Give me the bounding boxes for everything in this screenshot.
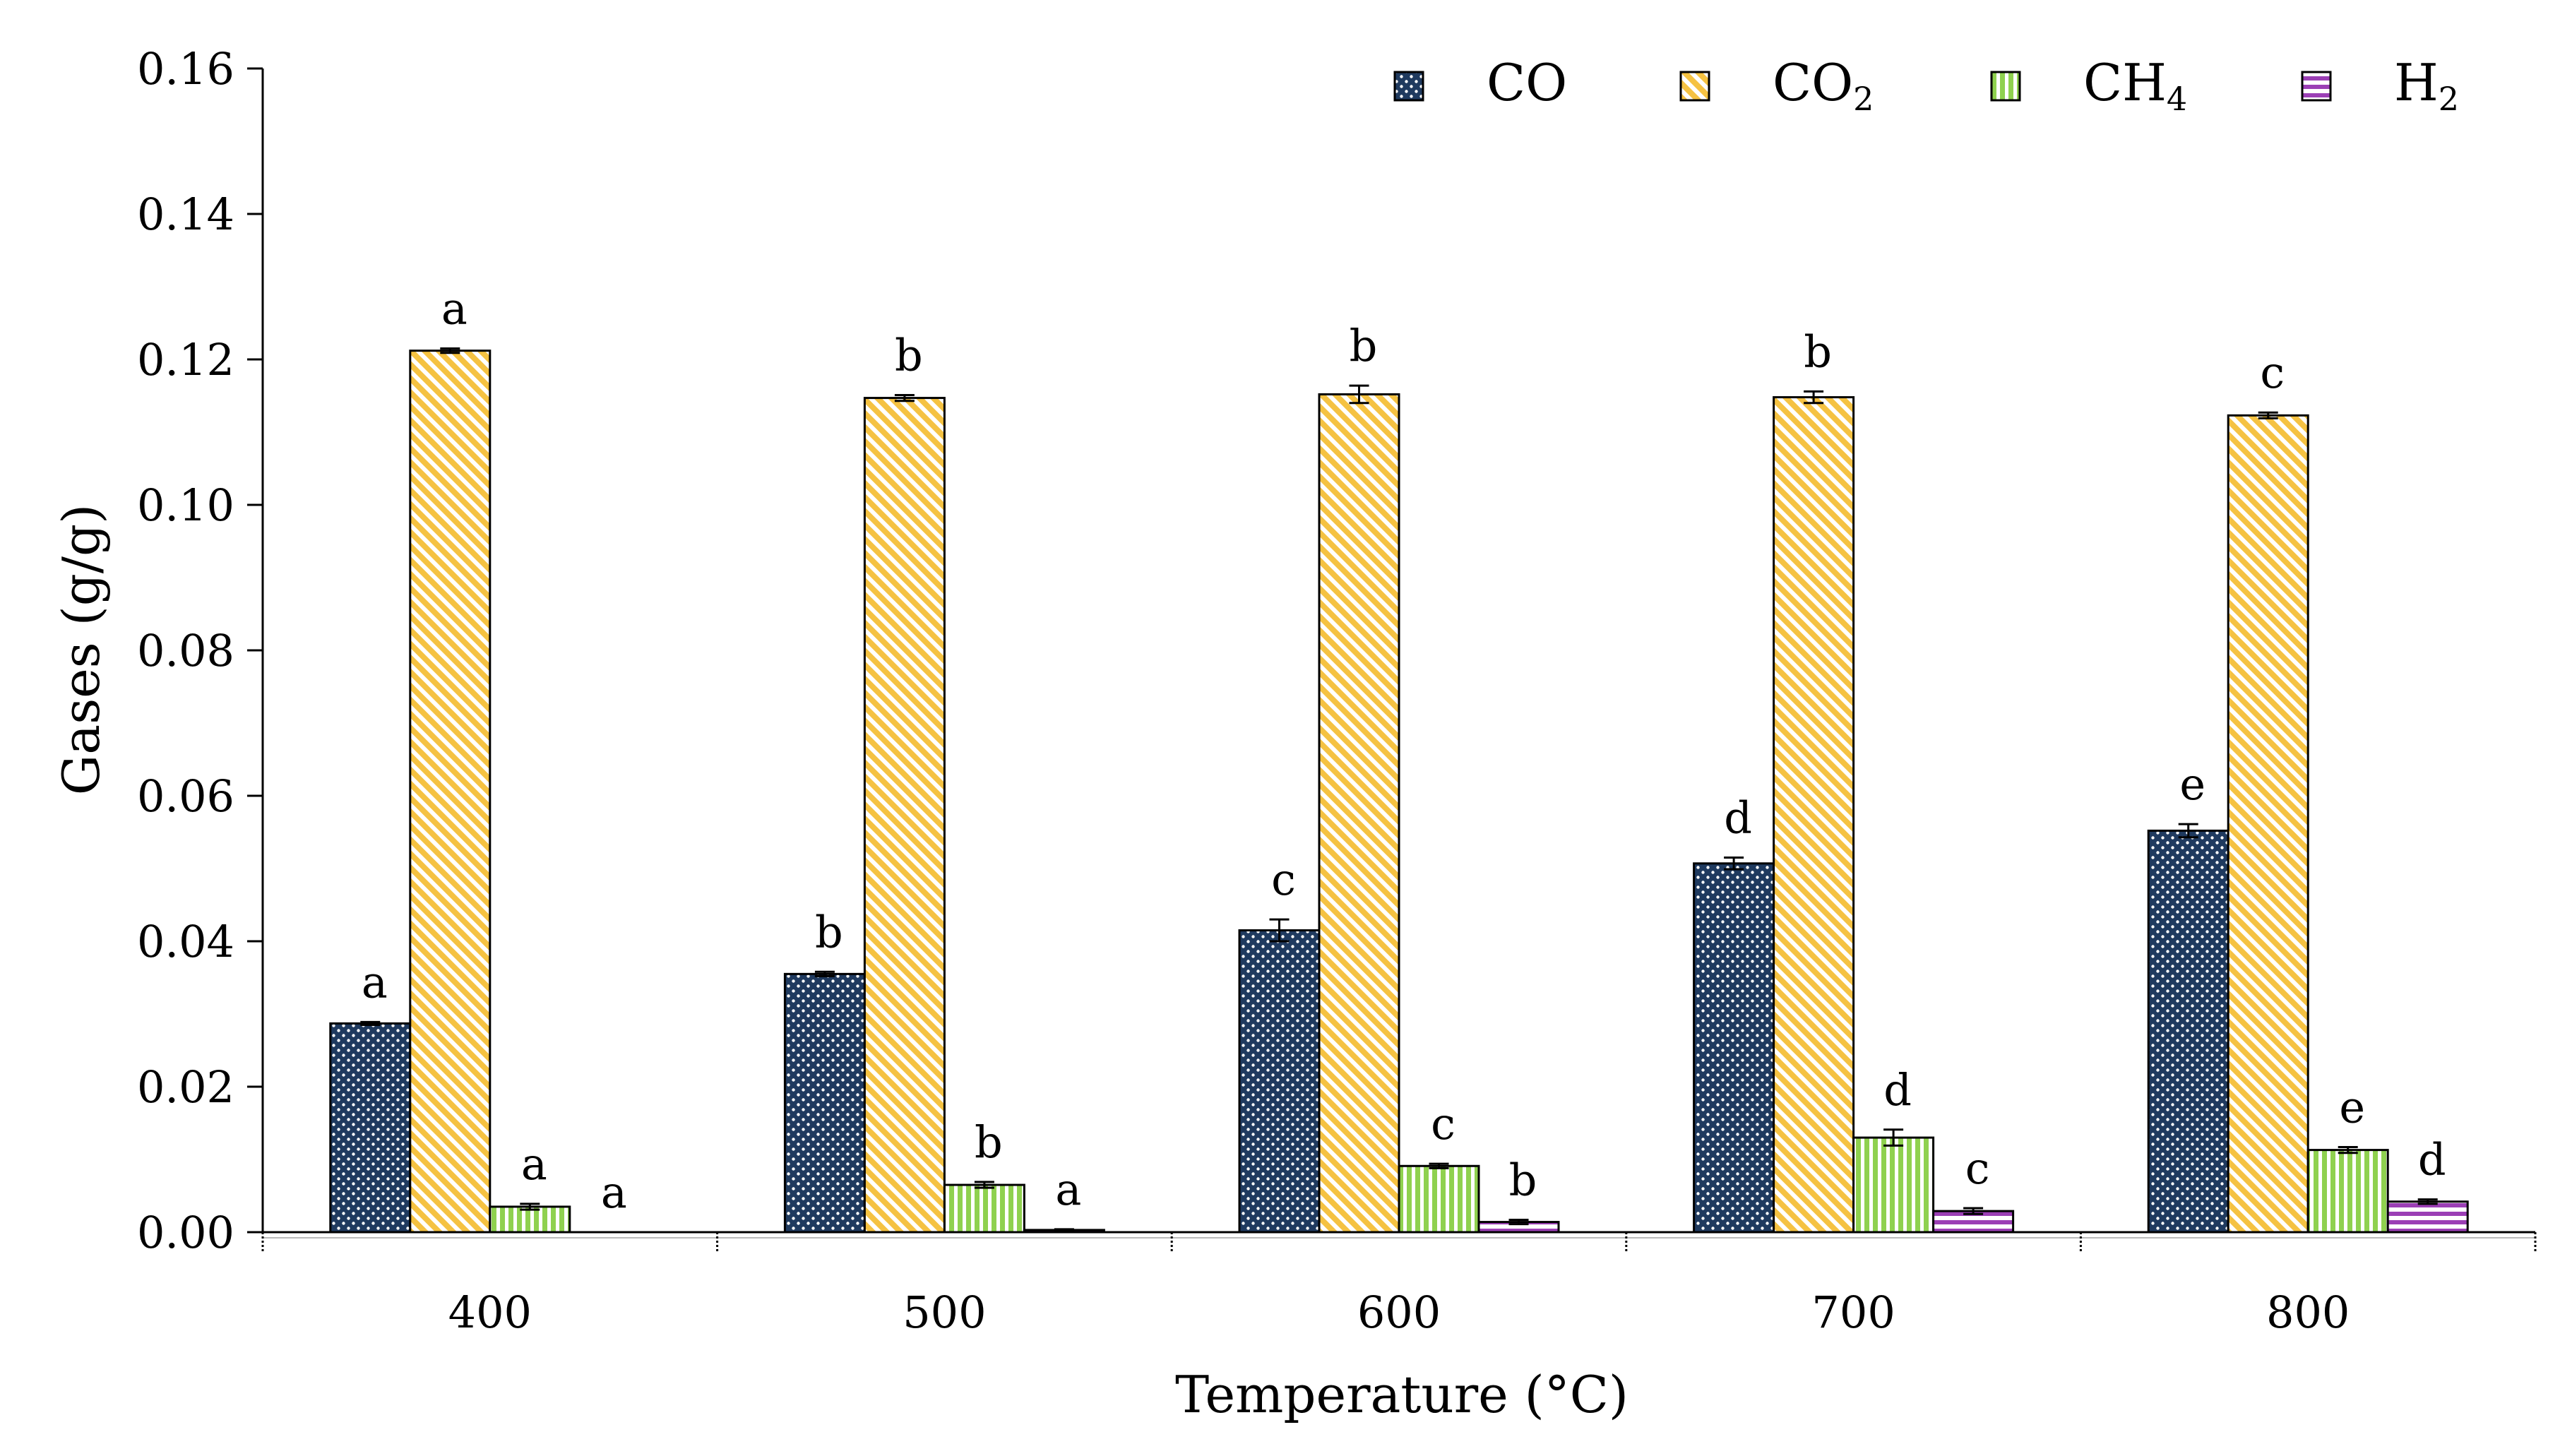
bar-co2-700 bbox=[1773, 396, 1855, 1234]
significance-letter: c bbox=[1965, 1142, 1990, 1194]
y-tick-label: 0.02 bbox=[137, 1061, 234, 1113]
bar-ch4-400 bbox=[489, 1205, 571, 1234]
legend-item-ch4: CH4 bbox=[1990, 53, 2187, 118]
bars bbox=[329, 350, 2469, 1234]
legend-swatch bbox=[2301, 71, 2332, 102]
bar-ch4-800 bbox=[2306, 1149, 2389, 1234]
y-tick-label: 0.06 bbox=[137, 770, 234, 822]
bar-ch4-600 bbox=[1398, 1164, 1480, 1234]
x-axis: 400 500 600 700 800 bbox=[261, 1231, 2537, 1338]
significance-letter: a bbox=[601, 1166, 627, 1218]
significance-letter: a bbox=[362, 956, 388, 1008]
significance-letter: a bbox=[521, 1138, 547, 1190]
x-tick-label: 800 bbox=[2266, 1287, 2350, 1338]
y-tick-label: 0.16 bbox=[137, 43, 234, 95]
y-axis: 0.00 0.02 0.04 0.06 0.08 0.10 0.12 0.14 0.16 bbox=[137, 43, 264, 1258]
significance-letter: a bbox=[441, 283, 468, 335]
bar-co2-400 bbox=[409, 350, 492, 1234]
x-axis-title: Temperature (°C) bbox=[1175, 1365, 1629, 1424]
legend-label: CO bbox=[1487, 53, 1567, 112]
y-tick-label: 0.04 bbox=[137, 916, 234, 967]
x-tick-label: 400 bbox=[448, 1287, 532, 1338]
bar-co2-500 bbox=[863, 397, 946, 1234]
significance-letter: d bbox=[2418, 1134, 2446, 1186]
y-axis-title: Gases (g/g) bbox=[52, 504, 111, 795]
significance-letter: b bbox=[815, 906, 843, 957]
y-tick-label: 0.08 bbox=[137, 625, 234, 676]
significance-letter: b bbox=[975, 1116, 1003, 1168]
significance-letter: b bbox=[1509, 1154, 1537, 1205]
plot-area: 0.00 0.02 0.04 0.06 0.08 0.10 0.12 0.14 0.16 400… bbox=[137, 43, 2537, 1338]
bar-co2-600 bbox=[1318, 393, 1400, 1234]
bar-co-700 bbox=[1693, 862, 1775, 1234]
bar-ch4-500 bbox=[943, 1183, 1025, 1234]
y-tick-label: 0.10 bbox=[137, 479, 234, 531]
legend: CO CO2 CH4 H2 bbox=[1393, 53, 2459, 118]
bar-co-500 bbox=[783, 972, 866, 1234]
legend-item-co: CO bbox=[1393, 53, 1567, 112]
legend-label: CH4 bbox=[2083, 53, 2187, 118]
bar-co-600 bbox=[1238, 929, 1321, 1234]
legend-label: H2 bbox=[2394, 53, 2459, 118]
significance-letter: c bbox=[2260, 347, 2285, 398]
significance-letter: d bbox=[1724, 792, 1752, 844]
y-tick-label: 0.12 bbox=[137, 334, 234, 386]
legend-label: CO2 bbox=[1773, 53, 1874, 118]
significance-letter: c bbox=[1271, 854, 1296, 905]
legend-item-h2: H2 bbox=[2301, 53, 2459, 118]
bar-co-800 bbox=[2147, 829, 2229, 1234]
legend-swatch bbox=[1990, 71, 2021, 102]
y-tick-label: 0.14 bbox=[137, 189, 234, 240]
bar-co2-800 bbox=[2227, 414, 2309, 1234]
y-tick-label: 0.00 bbox=[137, 1207, 234, 1258]
error-bars bbox=[360, 347, 2438, 1232]
significance-letter: c bbox=[1431, 1098, 1455, 1150]
bar-h2-800 bbox=[2386, 1200, 2469, 1234]
bar-ch4-700 bbox=[1852, 1136, 1935, 1234]
significance-letter: a bbox=[1055, 1164, 1081, 1215]
significance-letter: b bbox=[895, 329, 923, 381]
legend-item-co2: CO2 bbox=[1679, 53, 1874, 118]
legend-swatch bbox=[1393, 71, 1424, 102]
x-tick-label: 700 bbox=[1811, 1287, 1895, 1338]
significance-letter: e bbox=[2179, 758, 2205, 810]
significance-letter: b bbox=[1804, 326, 1832, 377]
significance-letter: d bbox=[1883, 1064, 1912, 1116]
significance-letter: e bbox=[2339, 1081, 2365, 1133]
bar-co-400 bbox=[329, 1022, 412, 1234]
x-tick-label: 500 bbox=[903, 1287, 986, 1338]
x-tick-label: 600 bbox=[1357, 1287, 1441, 1338]
significance-letter: b bbox=[1350, 320, 1378, 371]
significance-letters: a a a a b b b a c b c b d b d c e c e d bbox=[362, 283, 2446, 1218]
legend-swatch bbox=[1679, 71, 1710, 102]
